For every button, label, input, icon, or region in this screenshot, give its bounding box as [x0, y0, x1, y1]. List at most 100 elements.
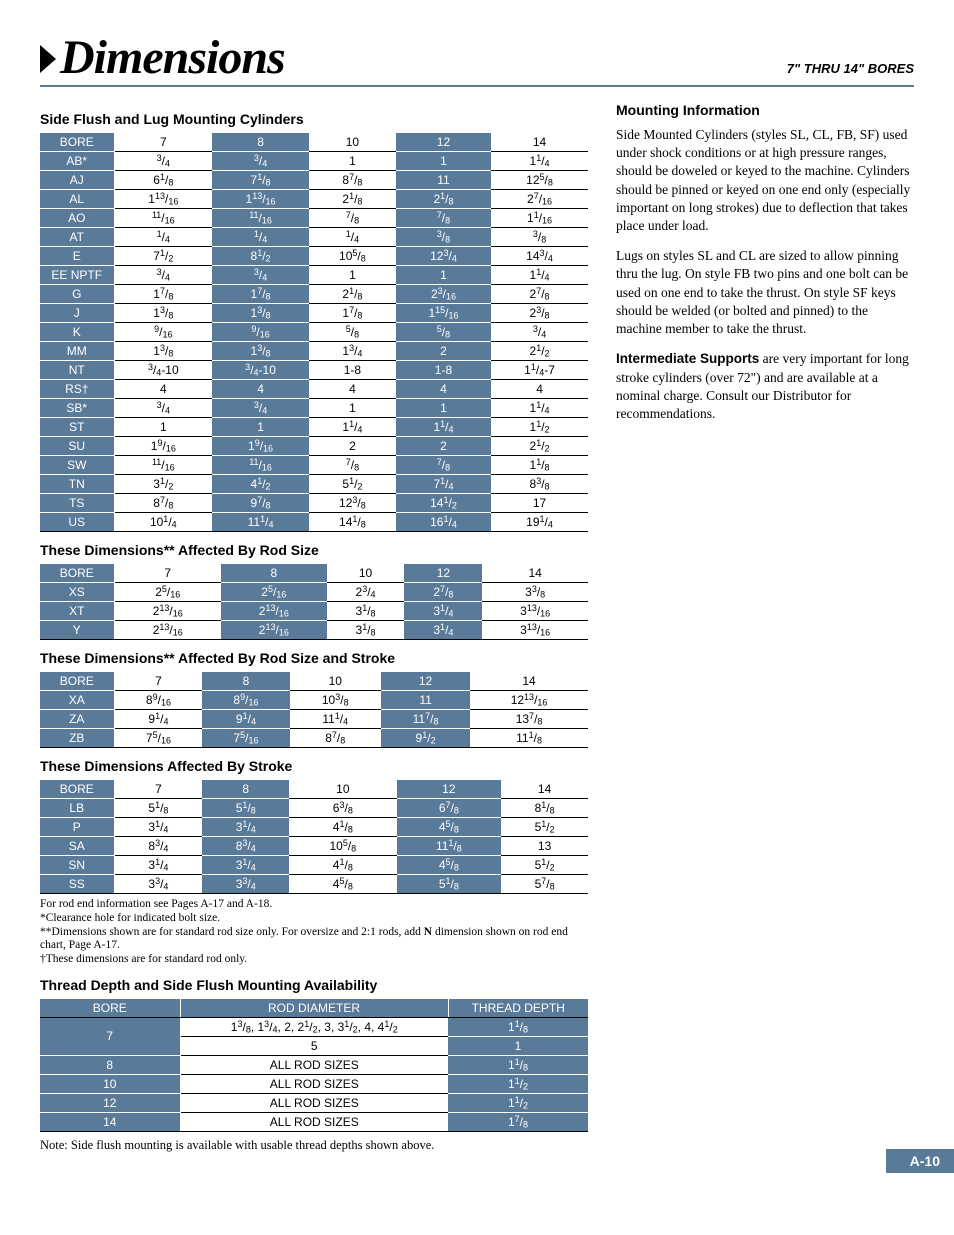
cell: 2: [309, 437, 396, 456]
rod-cell: 5: [180, 1036, 448, 1055]
footnote-line: **Dimensions shown are for standard rod …: [40, 926, 588, 954]
table1-heading: Side Flush and Lug Mounting Cylinders: [40, 111, 588, 127]
bore-cell: 10: [40, 1074, 180, 1093]
caret-right-icon: [40, 45, 56, 73]
row-label: Y: [40, 621, 114, 640]
row-label: BORE: [40, 133, 114, 152]
mounting-p2: Lugs on styles SL and CL are sized to al…: [616, 247, 914, 338]
cell: 113/16: [114, 190, 212, 209]
cell: 7: [114, 564, 221, 583]
cell: 31/4: [114, 856, 202, 875]
cell: 83/8: [491, 475, 588, 494]
cell: 10: [290, 672, 381, 691]
cell: 81/2: [212, 247, 309, 266]
cell: 11/4-7: [491, 361, 588, 380]
cell: 71/4: [396, 475, 491, 494]
cell: 11/4: [309, 418, 396, 437]
cell: 41/8: [289, 856, 396, 875]
row-label: AL: [40, 190, 114, 209]
cell: 31/4: [404, 602, 482, 621]
cell: 111/4: [212, 513, 309, 532]
cell: 91/4: [114, 710, 202, 729]
table1: BORE78101214AB*3/43/41111/4AJ61/871/887/…: [40, 133, 588, 532]
cell: 87/8: [309, 171, 396, 190]
tables-column: Side Flush and Lug Mounting Cylinders BO…: [40, 101, 588, 1153]
row-label: XS: [40, 583, 114, 602]
cell: 191/4: [491, 513, 588, 532]
cell: 1: [212, 418, 309, 437]
cell: 41/2: [212, 475, 309, 494]
cell: 11/16: [212, 456, 309, 475]
cell: 105/8: [289, 837, 396, 856]
cell: 45/8: [397, 856, 502, 875]
cell: 141/2: [396, 494, 491, 513]
cell: 81/8: [501, 799, 588, 818]
cell: 75/16: [202, 729, 289, 748]
rod-cell: ALL ROD SIZES: [180, 1093, 448, 1112]
bore-cell: 12: [40, 1093, 180, 1112]
info-column: Mounting Information Side Mounted Cylind…: [616, 101, 914, 1153]
cell: 9/16: [212, 323, 309, 342]
cell: 313/16: [482, 602, 588, 621]
cell: 14: [482, 564, 588, 583]
row-label: P: [40, 818, 114, 837]
cell: 3/8: [491, 228, 588, 247]
row-label: BORE: [40, 780, 114, 799]
depth-cell: 11/2: [448, 1074, 588, 1093]
cell: 11/4: [491, 399, 588, 418]
cell: 13: [501, 837, 588, 856]
cell: 17/8: [309, 304, 396, 323]
rod-cell: ALL ROD SIZES: [180, 1112, 448, 1131]
col-header: ROD DIAMETER: [180, 999, 448, 1018]
cell: 5/8: [309, 323, 396, 342]
cell: 17/8: [114, 285, 212, 304]
cell: 10: [309, 133, 396, 152]
cell: 11: [396, 171, 491, 190]
cell: 21/8: [309, 285, 396, 304]
cell: 5/8: [396, 323, 491, 342]
cell: 10: [289, 780, 396, 799]
cell: 17/8: [212, 285, 309, 304]
cell: 13/8: [114, 342, 212, 361]
cell: 11/4: [491, 152, 588, 171]
cell: 41/8: [289, 818, 396, 837]
row-label: US: [40, 513, 114, 532]
cell: 11/16: [114, 209, 212, 228]
cell: 11/4: [396, 418, 491, 437]
cell: 91/2: [381, 729, 470, 748]
cell: 33/4: [114, 875, 202, 894]
cell: 161/4: [396, 513, 491, 532]
cell: 19/16: [212, 437, 309, 456]
cell: 1213/16: [470, 691, 588, 710]
cell: 12: [397, 780, 502, 799]
cell: 13/8: [212, 304, 309, 323]
row-label: G: [40, 285, 114, 304]
cell: 83/4: [202, 837, 289, 856]
row-label: ST: [40, 418, 114, 437]
cell: 21/2: [491, 342, 588, 361]
cell: 31/4: [202, 856, 289, 875]
cell: 21/8: [309, 190, 396, 209]
cell: 123/4: [396, 247, 491, 266]
table2-heading: These Dimensions** Affected By Rod Size: [40, 542, 588, 558]
cell: 23/4: [327, 583, 405, 602]
row-label: E: [40, 247, 114, 266]
cell: 8: [202, 780, 289, 799]
cell: 2: [396, 437, 491, 456]
cell: 117/8: [381, 710, 470, 729]
row-label: K: [40, 323, 114, 342]
cell: 14: [470, 672, 588, 691]
cell: 11/16: [491, 209, 588, 228]
cell: 61/8: [114, 171, 212, 190]
cell: 23/8: [491, 304, 588, 323]
depth-cell: 11/8: [448, 1055, 588, 1074]
cell: 1: [396, 399, 491, 418]
row-label: SS: [40, 875, 114, 894]
row-label: TN: [40, 475, 114, 494]
cell: 111/8: [397, 837, 502, 856]
cell: 14: [491, 133, 588, 152]
cell: 1: [396, 266, 491, 285]
row-label: ZB: [40, 729, 114, 748]
cell: 143/4: [491, 247, 588, 266]
cell: 123/8: [309, 494, 396, 513]
